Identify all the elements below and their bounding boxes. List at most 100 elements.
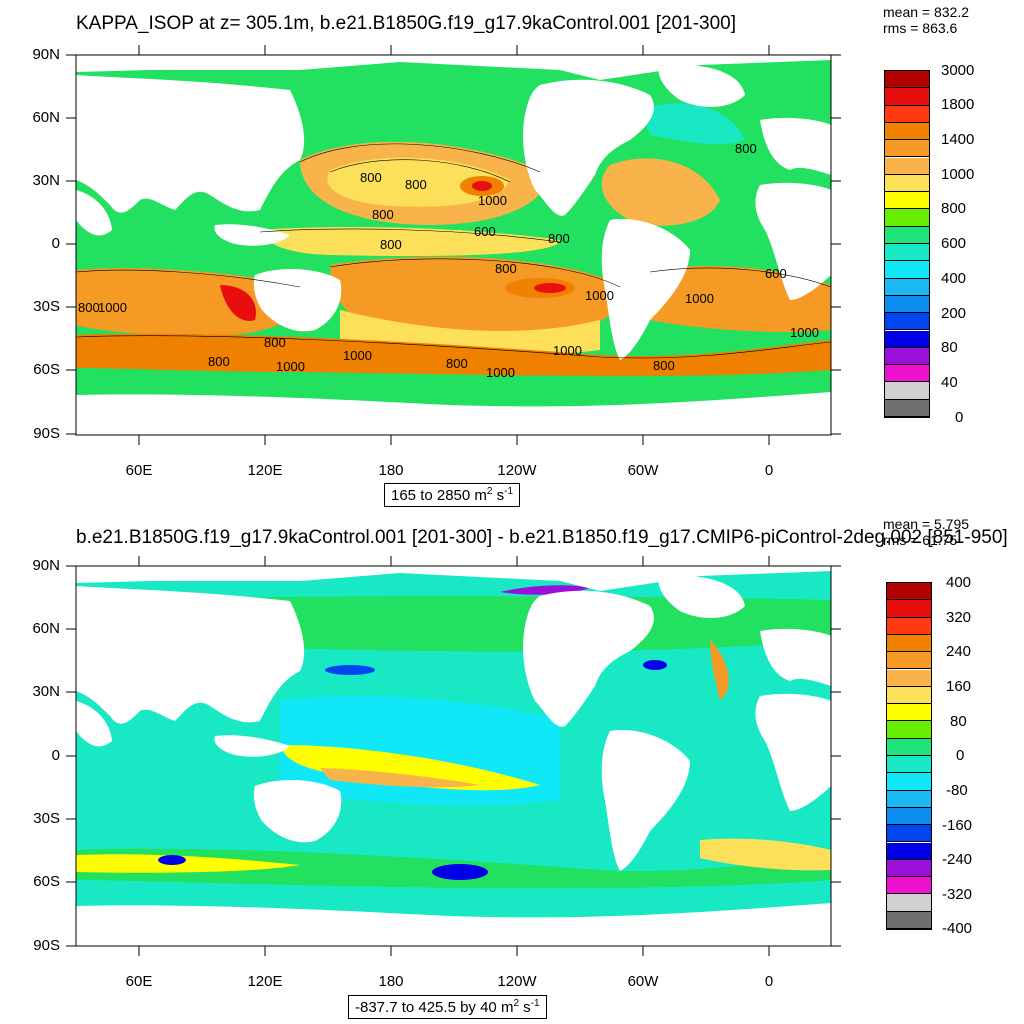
bottom-blue-spot-sp [432,864,488,880]
colorbar-swatch [885,174,929,193]
colorbar-swatch [887,634,931,653]
top-colorbar-label: 1400 [941,131,975,148]
colorbar-swatch [887,877,931,895]
colorbar-swatch [887,704,931,722]
top-colorbar-label: 600 [941,235,967,252]
bottom-lon-label: 180 [378,973,404,990]
bottom-land-south-america [601,730,690,871]
top-southern-ocean-band [76,333,831,376]
top-lat-label: 90N [32,46,60,63]
colorbar-swatch [887,686,931,705]
top-lon-label: 60E [125,462,153,479]
bottom-colorbar-label: 400 [946,574,972,591]
bottom-land-north [76,566,831,591]
bottom-land-asia [76,586,305,724]
top-sp-max-core [534,283,566,293]
top-lat-label: 60S [33,361,60,378]
top-colorbar-label: 0 [955,409,964,426]
colorbar-swatch [887,859,931,878]
colorbar-swatch [885,278,929,296]
bottom-range-exp: -1 [530,998,540,1009]
bottom-colorbar-label: -80 [946,782,968,799]
top-lon-label: 60W [627,462,659,479]
colorbar-swatch [885,192,929,210]
top-contour-label: 600 [765,266,787,281]
top-contour-label: 1000 [790,325,819,340]
top-north-atlantic-band [601,158,720,226]
bottom-land-greenland [658,575,745,618]
bottom-land-europe [760,628,831,686]
top-range-exp: -1 [504,486,514,497]
bottom-mean-value: mean = 5.795 [883,516,970,532]
colorbar-swatch [885,399,929,417]
colorbar-swatch [885,105,929,123]
bottom-colorbar-label: -400 [942,920,973,937]
colorbar-swatch [887,825,931,843]
top-land-indonesia [214,224,290,246]
top-panel-stats: mean = 832.2 rms = 863.6 [883,4,969,36]
top-contour-lines [76,143,831,359]
top-lon-label: 0 [764,462,774,479]
bottom-lat-label: 30S [33,810,60,827]
colorbar-swatch [887,583,931,601]
bottom-colorbar-label: -320 [942,886,973,903]
colorbar-swatch [885,71,929,89]
top-land-south-america [601,219,690,360]
bottom-colorbar [886,582,932,930]
top-colorbar [884,70,930,418]
top-contour-label: 800 [735,141,757,156]
bottom-colorbar-label: 240 [946,643,972,660]
colorbar-swatch [885,226,929,244]
top-contour-label: 1000 [553,343,582,358]
top-mean-value: mean = 832.2 [883,4,970,20]
top-lon-label: 120E [247,462,283,479]
colorbar-swatch [885,244,929,262]
colorbar-swatch [887,790,931,808]
bottom-southern-yellow [76,854,300,873]
top-rms-value: rms = 863.6 [883,20,958,36]
top-lat-label: 0 [51,235,60,252]
top-contour-label: 800 [264,335,286,350]
top-contour-label: 800 [360,170,382,185]
colorbar-swatch [887,669,931,687]
bottom-blue-spot-np [325,665,375,675]
top-lat-label: 30N [32,172,60,189]
top-colorbar-label: 1800 [941,96,975,113]
bottom-lon-label: 0 [764,973,774,990]
bottom-lon-label: 60W [627,973,659,990]
bottom-blue-spot-na [643,660,667,670]
bottom-colorbar-label: -160 [942,817,973,834]
top-land-north-america [523,79,654,216]
bottom-panel-stats: mean = 5.795 rms = 61.75 [883,516,969,548]
bottom-colorbar-label: 160 [946,678,972,695]
top-land-africa [755,182,831,300]
bottom-eq-yellow [280,745,540,791]
colorbar-swatch [887,756,931,774]
top-land-asia [76,75,305,213]
top-contour-label: 800 [78,300,100,315]
colorbar-swatch [885,209,929,227]
bottom-range-tail: s [519,999,531,1016]
colorbar-swatch [885,295,929,314]
colorbar-swatch [887,842,931,860]
top-contour-label: 1000 [685,291,714,306]
colorbar-swatch [887,738,931,756]
top-contour-label: 800 [548,231,570,246]
colorbar-swatch [887,911,931,929]
top-contour-label: 1000 [98,300,127,315]
top-contour-label: 600 [474,224,496,239]
colorbar-swatch [885,88,929,106]
bottom-lat-label: 90S [33,937,60,954]
bottom-lon-label: 120E [247,973,283,990]
bottom-gulf-stream [710,640,729,700]
colorbar-swatch [885,157,929,175]
bottom-land-australia [253,779,342,843]
top-contour-label: 800 [405,177,427,192]
top-land-india [76,190,112,236]
top-colorbar-label: 3000 [941,62,975,79]
top-contour-label: 800 [372,207,394,222]
top-range-text: 165 to 2850 m [391,487,487,504]
top-lat-label: 30S [33,298,60,315]
bottom-ticks [66,556,841,956]
top-contour-label: 800 [653,358,675,373]
